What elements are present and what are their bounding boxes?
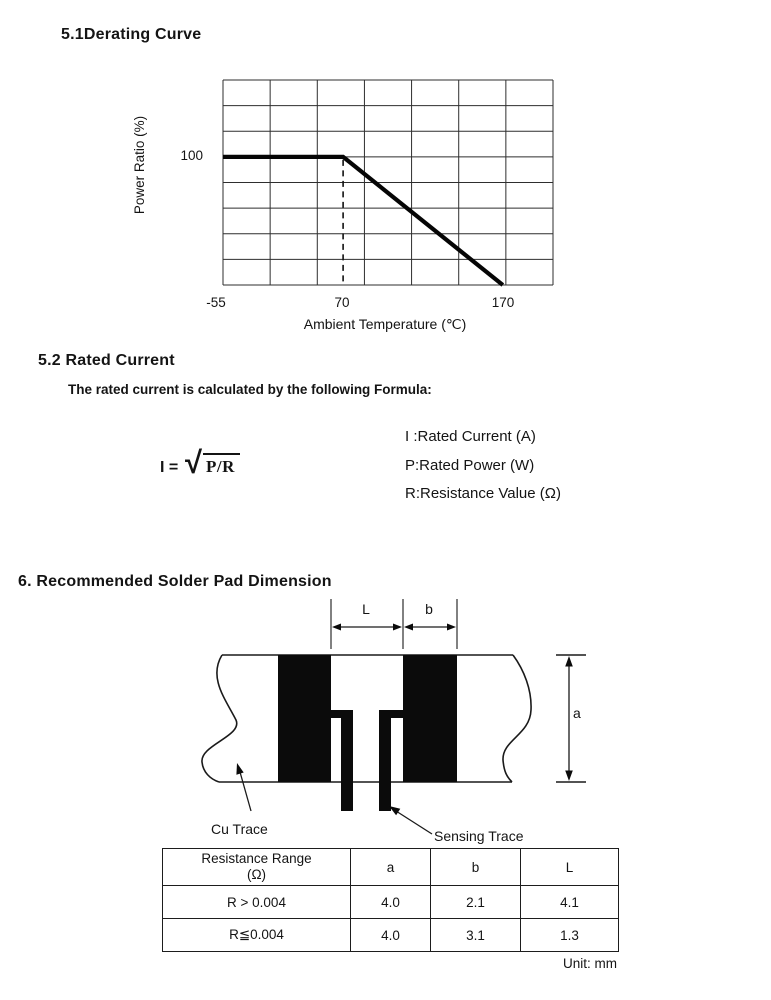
chart-x-tick-70: 70 [334,295,350,310]
table-row: R≦0.004 4.0 3.1 1.3 [162,918,619,952]
section-5-2-heading: 5.2 Rated Current [38,352,175,369]
cell-b-2: 3.1 [430,918,521,952]
cell-a-2: 4.0 [350,918,431,952]
chart-y-tick-100: 100 [180,148,203,163]
section-6-heading: 6. Recommended Solder Pad Dimension [18,573,332,590]
solder-pad-right [403,655,457,782]
legend-line-power: P:Rated Power (W) [405,456,535,474]
dim-label-b: b [425,601,433,617]
cell-range-2: R≦0.004 [162,918,351,952]
arrowhead [565,770,573,781]
header-l: L [520,848,619,886]
arrowhead [565,656,573,667]
arrowhead [447,623,456,631]
sensing-trace-left [331,710,353,811]
sensing-trace-arrow [395,810,433,835]
cell-l-2: 1.3 [520,918,619,952]
chart-x-tick-170: 170 [491,295,515,310]
formula-lhs: I = [160,459,179,476]
cell-b-1: 2.1 [430,885,521,919]
sensing-trace-label: Sensing Trace [434,828,524,844]
header-a: a [350,848,431,886]
break-line-left [201,654,238,783]
cell-a-1: 4.0 [350,885,431,919]
legend-line-resistance: R:Resistance Value (Ω) [405,485,561,502]
solder-pad-diagram [201,599,586,835]
formula-legend: I :Rated Current (A) P:Rated Power (W) R… [405,423,561,509]
chart-x-tick-neg55: -55 [206,295,226,310]
cell-l-1: 4.1 [520,885,619,919]
arrowhead [389,806,401,816]
cu-trace-arrow [239,771,252,812]
solder-pad-left [278,655,331,782]
break-line-right [502,654,532,783]
arrowhead [404,623,413,631]
arrowhead [236,763,244,775]
section-5-1-heading: 5.1Derating Curve [61,26,202,43]
cu-trace-label: Cu Trace [211,821,268,837]
legend-line-current: I :Rated Current (A) [405,428,536,445]
rated-current-intro: The rated current is calculated by the f… [68,382,432,397]
unit-note: Unit: mm [563,956,617,971]
arrowhead [393,623,402,631]
chart-y-axis-label: Power Ratio (%) [132,115,147,215]
table-header-row: Resistance Range (Ω) a b L [162,848,619,886]
dim-label-a: a [573,705,581,721]
header-b: b [430,848,521,886]
rated-current-formula: I = √ P/R [160,445,280,490]
table-row: R > 0.004 4.0 2.1 4.1 [162,885,619,919]
cell-range-1: R > 0.004 [162,885,351,919]
arrowhead [332,623,341,631]
header-resistance-range: Resistance Range (Ω) [162,848,351,886]
dim-label-l: L [362,601,370,617]
chart-x-axis-label: Ambient Temperature (℃) [303,316,467,332]
sensing-trace-right [379,710,403,811]
radical-sign: √ [185,445,203,480]
derating-curve-chart [222,79,554,287]
solder-pad-dimension-table: Resistance Range (Ω) a b L R > 0.004 4.0… [162,848,619,952]
formula-radicand: P/R [203,453,240,477]
